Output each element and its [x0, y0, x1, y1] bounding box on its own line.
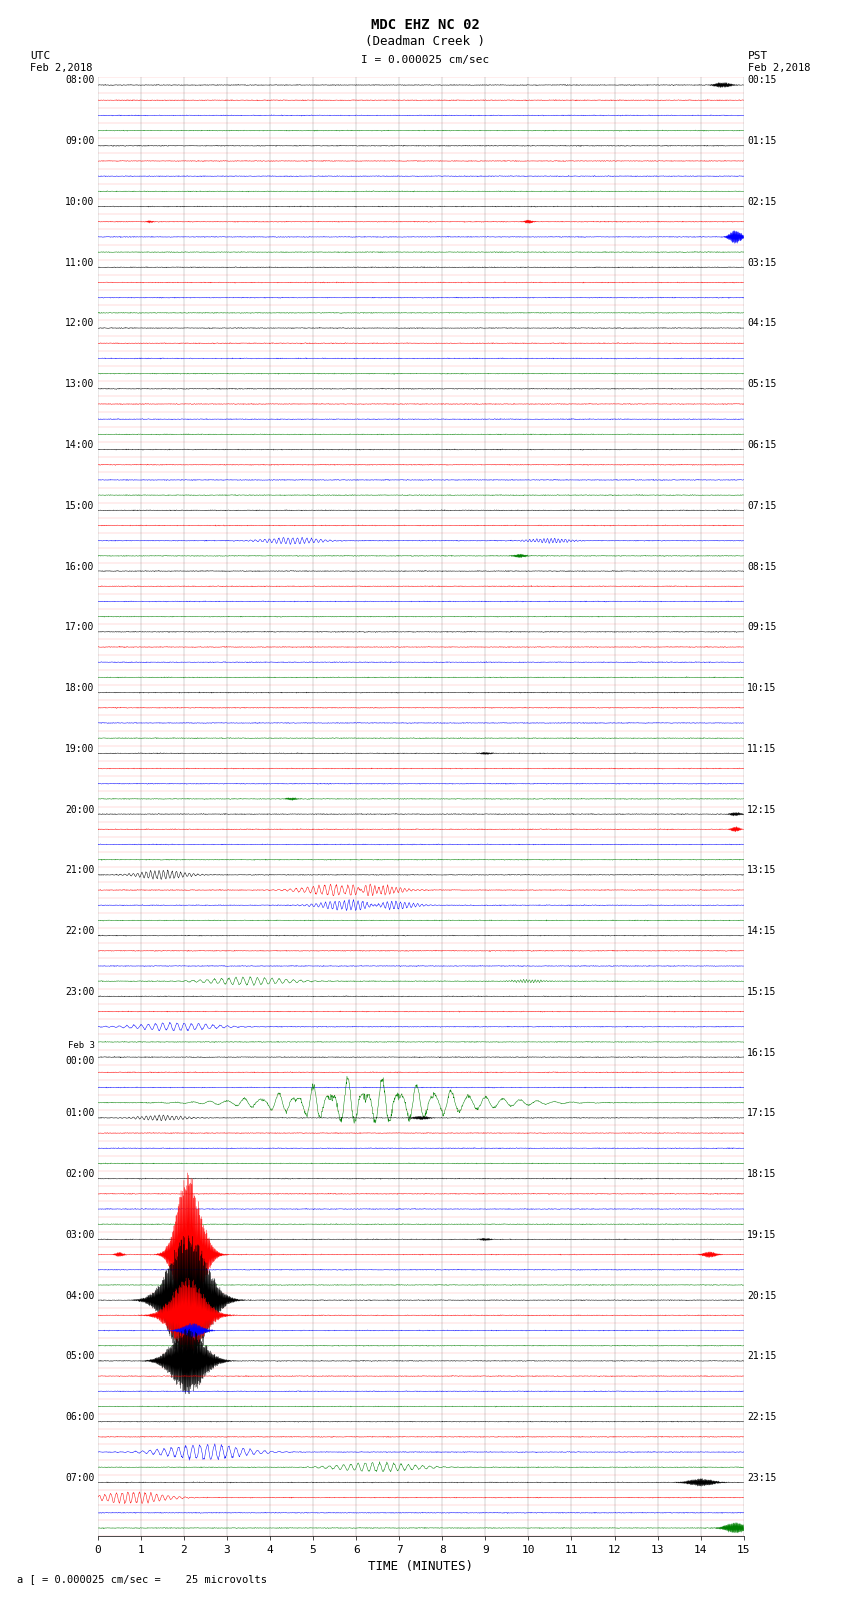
- Text: 04:15: 04:15: [747, 318, 776, 329]
- Text: 11:15: 11:15: [747, 744, 776, 753]
- Text: 16:00: 16:00: [65, 561, 94, 571]
- Text: 10:15: 10:15: [747, 682, 776, 694]
- Text: 20:00: 20:00: [65, 805, 94, 815]
- Text: 10:00: 10:00: [65, 197, 94, 206]
- Text: 22:00: 22:00: [65, 926, 94, 936]
- X-axis label: TIME (MINUTES): TIME (MINUTES): [368, 1560, 473, 1573]
- Text: 03:00: 03:00: [65, 1229, 94, 1240]
- Text: 07:00: 07:00: [65, 1473, 94, 1482]
- Text: UTC: UTC: [30, 52, 50, 61]
- Text: 13:00: 13:00: [65, 379, 94, 389]
- Text: 01:00: 01:00: [65, 1108, 94, 1118]
- Text: 07:15: 07:15: [747, 500, 776, 511]
- Text: 08:00: 08:00: [65, 76, 94, 85]
- Text: PST: PST: [748, 52, 768, 61]
- Text: 22:15: 22:15: [747, 1411, 776, 1423]
- Text: 23:00: 23:00: [65, 987, 94, 997]
- Text: 00:15: 00:15: [747, 76, 776, 85]
- Text: 04:00: 04:00: [65, 1290, 94, 1300]
- Text: 12:15: 12:15: [747, 805, 776, 815]
- Text: 05:15: 05:15: [747, 379, 776, 389]
- Text: 18:00: 18:00: [65, 682, 94, 694]
- Text: 06:00: 06:00: [65, 1411, 94, 1423]
- Text: 17:00: 17:00: [65, 623, 94, 632]
- Text: 01:15: 01:15: [747, 135, 776, 147]
- Text: 21:15: 21:15: [747, 1352, 776, 1361]
- Text: 11:00: 11:00: [65, 258, 94, 268]
- Text: 21:00: 21:00: [65, 865, 94, 876]
- Text: 14:00: 14:00: [65, 440, 94, 450]
- Text: 20:15: 20:15: [747, 1290, 776, 1300]
- Text: Feb 3: Feb 3: [68, 1040, 94, 1050]
- Text: 09:00: 09:00: [65, 135, 94, 147]
- Text: Feb 2,2018: Feb 2,2018: [30, 63, 93, 73]
- Text: 15:00: 15:00: [65, 500, 94, 511]
- Text: 13:15: 13:15: [747, 865, 776, 876]
- Text: 18:15: 18:15: [747, 1169, 776, 1179]
- Text: 08:15: 08:15: [747, 561, 776, 571]
- Text: 05:00: 05:00: [65, 1352, 94, 1361]
- Text: (Deadman Creek ): (Deadman Creek ): [365, 35, 485, 48]
- Text: Feb 2,2018: Feb 2,2018: [748, 63, 811, 73]
- Text: 16:15: 16:15: [747, 1047, 776, 1058]
- Text: 02:15: 02:15: [747, 197, 776, 206]
- Text: 15:15: 15:15: [747, 987, 776, 997]
- Text: 00:00: 00:00: [65, 1055, 94, 1066]
- Text: 09:15: 09:15: [747, 623, 776, 632]
- Text: 17:15: 17:15: [747, 1108, 776, 1118]
- Text: 03:15: 03:15: [747, 258, 776, 268]
- Text: a [ = 0.000025 cm/sec =    25 microvolts: a [ = 0.000025 cm/sec = 25 microvolts: [17, 1574, 267, 1584]
- Text: 12:00: 12:00: [65, 318, 94, 329]
- Text: I = 0.000025 cm/sec: I = 0.000025 cm/sec: [361, 55, 489, 65]
- Text: 02:00: 02:00: [65, 1169, 94, 1179]
- Text: 06:15: 06:15: [747, 440, 776, 450]
- Text: 19:00: 19:00: [65, 744, 94, 753]
- Text: 14:15: 14:15: [747, 926, 776, 936]
- Text: MDC EHZ NC 02: MDC EHZ NC 02: [371, 18, 479, 32]
- Text: 23:15: 23:15: [747, 1473, 776, 1482]
- Text: 19:15: 19:15: [747, 1229, 776, 1240]
